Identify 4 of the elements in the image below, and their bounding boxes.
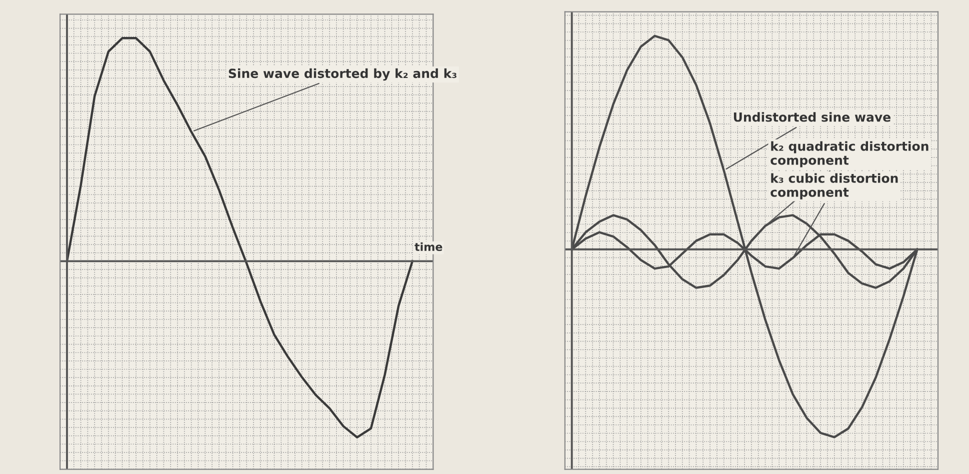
text: k₃ cubic distortion component (770, 173, 898, 200)
series-label: Undistorted sine wave (734, 112, 890, 122)
text: Sine wave distorted by k₂ and k₃ (228, 68, 456, 81)
x-axis-title: time (414, 242, 442, 252)
